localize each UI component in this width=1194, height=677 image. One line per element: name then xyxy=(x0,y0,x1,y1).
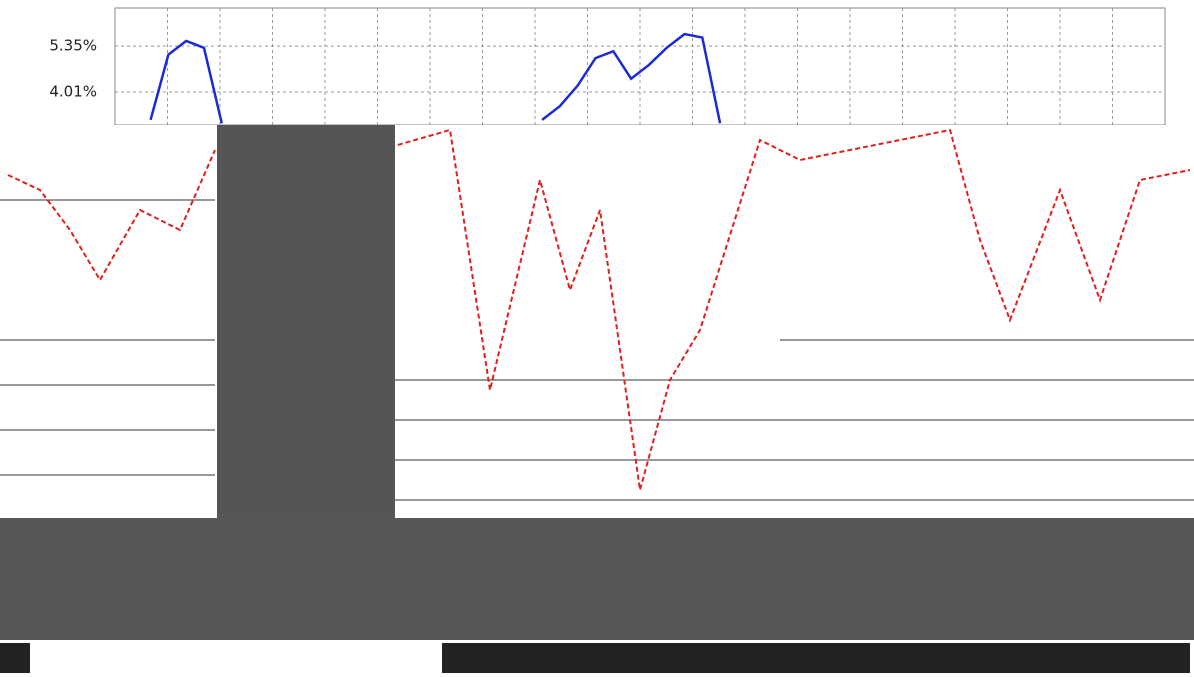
y-tick-label: 5.35% xyxy=(49,37,97,55)
artifact-strip xyxy=(0,518,1194,640)
lower-bg xyxy=(0,125,1194,518)
legend-box xyxy=(442,643,1190,673)
artifact-block xyxy=(217,125,395,518)
lower-panel xyxy=(0,125,1194,673)
chart: 5.35% 4.01% xyxy=(0,0,1194,677)
legend-box xyxy=(0,643,30,673)
y-tick-label: 4.01% xyxy=(49,83,97,101)
